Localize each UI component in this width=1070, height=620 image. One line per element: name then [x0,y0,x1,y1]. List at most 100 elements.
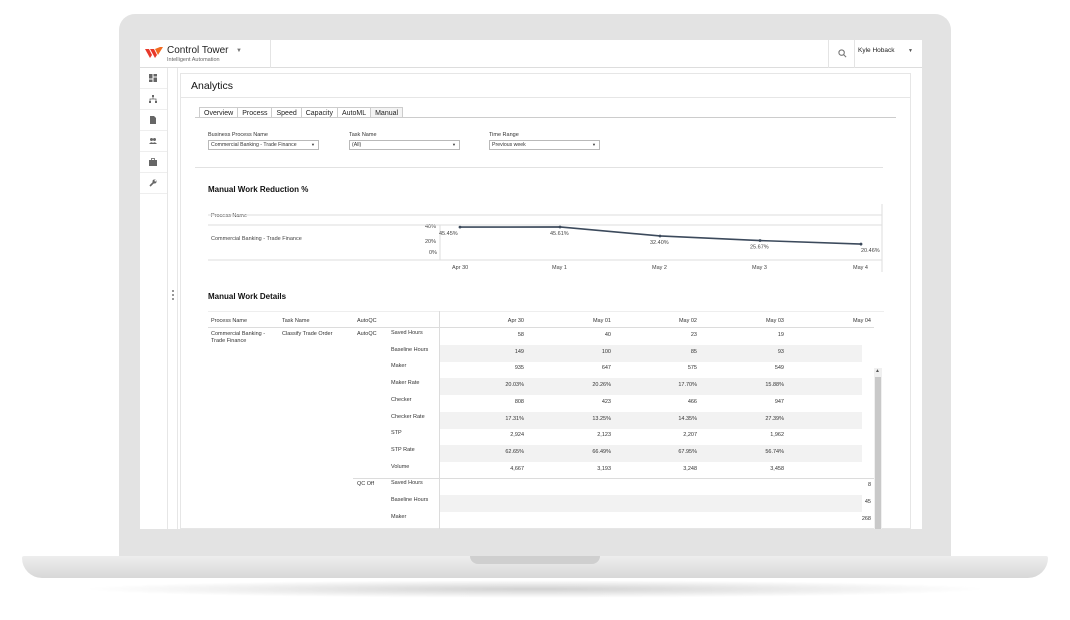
metric-label: Checker [391,396,412,403]
metric-value: 647 [601,365,611,372]
sidebar-item-hierarchy[interactable] [140,89,167,110]
app-name: Control Tower [167,45,229,56]
reduction-title: Manual Work Reduction % [208,185,309,194]
metric-label: Maker [391,513,407,520]
column-header-date: May 04 [852,318,871,324]
data-label: 25.67% [750,245,769,251]
briefcase-icon [149,158,157,166]
sidebar-item-dashboard[interactable] [140,68,167,89]
data-label: 32.40% [650,240,669,246]
user-menu-button[interactable]: Kyle Hoback [858,47,895,54]
metric-value: 466 [687,398,697,405]
column-header-date: May 03 [765,318,784,324]
brand[interactable]: Control Tower Intelligent Automation ▼ [145,43,270,65]
metric-value: 3,248 [683,465,697,472]
table-row[interactable]: Saved Hours 58 40 23 19 [387,328,862,345]
resize-handle-icon[interactable] [172,290,175,302]
data-label: 45.61% [550,231,569,237]
table-row[interactable]: Maker 268 [387,512,871,529]
sidebar-item-work[interactable] [140,152,167,173]
divider [208,311,884,312]
table-row[interactable]: Volume 4,667 3,193 3,248 3,458 [387,462,862,479]
time-range-label: Time Range [489,132,519,138]
analytics-panel: Analytics Overview Process Speed Capacit… [180,73,911,529]
table-row[interactable]: Checker Rate 17.31% 13.25% 14.35% 27.39% [387,411,862,429]
metric-value: 20.03% [505,382,524,389]
table-row[interactable]: STP Rate 62.65% 66.49% 67.95% 56.74% [387,444,862,462]
chevron-down-icon[interactable]: ▼ [908,48,913,54]
metric-value: 56.74% [765,448,784,455]
metric-label: Baseline Hours [391,497,429,503]
metric-value: 149 [514,348,524,355]
task-name-select[interactable]: (All) ▼ [349,140,460,150]
table-row[interactable]: Saved Hours 8 [387,478,871,495]
metric-value: 1,962 [770,432,784,439]
search-icon [838,49,847,58]
chevron-down-icon: ▼ [236,48,242,54]
sidebar-item-settings[interactable] [140,173,167,194]
reduction-row-label: Commercial Banking - Trade Finance [211,236,302,242]
sidebar [140,68,168,529]
data-point[interactable] [558,225,562,229]
users-icon [149,138,157,144]
data-point[interactable] [658,234,662,238]
data-point[interactable] [859,242,863,246]
sidebar-item-users[interactable] [140,131,167,152]
chevron-down-icon: ▼ [452,142,456,147]
reduction-row-header: Process Name [211,213,248,219]
metric-value: 100 [601,348,611,355]
laptop-notch [470,556,600,564]
x-tick-label: May 3 [752,265,767,271]
metric-label: Maker Rate [391,380,420,387]
metric-value: 66.49% [592,448,611,455]
row-band [439,495,862,512]
data-label: 20.46% [861,248,880,254]
column-header-date: Apr 30 [507,318,524,324]
metric-value: 85 [690,348,697,355]
wrench-icon [149,179,157,187]
metric-value: 808 [514,398,524,405]
task-name-label: Task Name [349,132,377,138]
metric-value: 2,123 [597,432,611,439]
table-row[interactable]: Checker 808 423 466 947 [387,395,862,412]
metric-label: Volume [391,463,410,470]
metric-value: 575 [687,365,697,372]
metric-value: 3,458 [770,465,784,472]
scroll-up-icon[interactable]: ▲ [875,368,880,374]
divider [208,327,874,328]
metric-value: 17.31% [505,415,524,422]
x-tick-label: May 4 [853,265,868,271]
divider [195,117,896,118]
table-row[interactable]: Maker 935 647 575 549 [387,361,862,378]
business-process-select[interactable]: Commercial Banking - Trade Finance ▼ [208,140,319,150]
data-point[interactable] [458,225,462,229]
table-row[interactable]: Baseline Hours 149 100 85 93 [387,344,862,362]
row-band [439,378,862,396]
metric-label: Maker [391,363,407,370]
hierarchy-icon [149,95,157,103]
business-process-label: Business Process Name [208,132,268,138]
data-point[interactable] [758,239,762,242]
metric-value: 45 [864,499,871,505]
sidebar-item-documents[interactable] [140,110,167,131]
table-row[interactable]: Baseline Hours 45 [387,495,871,512]
metric-value: 23 [690,332,697,338]
metric-label: Checker Rate [391,413,425,420]
top-bar: Control Tower Intelligent Automation ▼ K… [140,40,922,68]
metric-value: 58 [517,332,524,338]
table-row[interactable]: Maker Rate 20.03% 20.26% 17.70% 15.88% [387,378,862,396]
panel-gutter [168,68,178,529]
tab-manual[interactable]: Manual [370,107,404,118]
time-range-select[interactable]: Previous week ▼ [489,140,600,150]
metric-value: 549 [774,365,784,372]
metric-value: 17.70% [678,382,697,389]
details-title: Manual Work Details [208,292,287,301]
laptop-base [22,556,1048,578]
search-button[interactable] [828,40,855,68]
metric-value: 8 [867,482,871,489]
table-row[interactable]: STP 2,924 2,123 2,207 1,962 [387,428,862,445]
metric-label: STP Rate [391,446,415,453]
chevron-down-icon: ▼ [311,142,315,147]
scrollbar-thumb[interactable] [875,377,881,529]
column-header-task: Task Name [282,318,310,324]
